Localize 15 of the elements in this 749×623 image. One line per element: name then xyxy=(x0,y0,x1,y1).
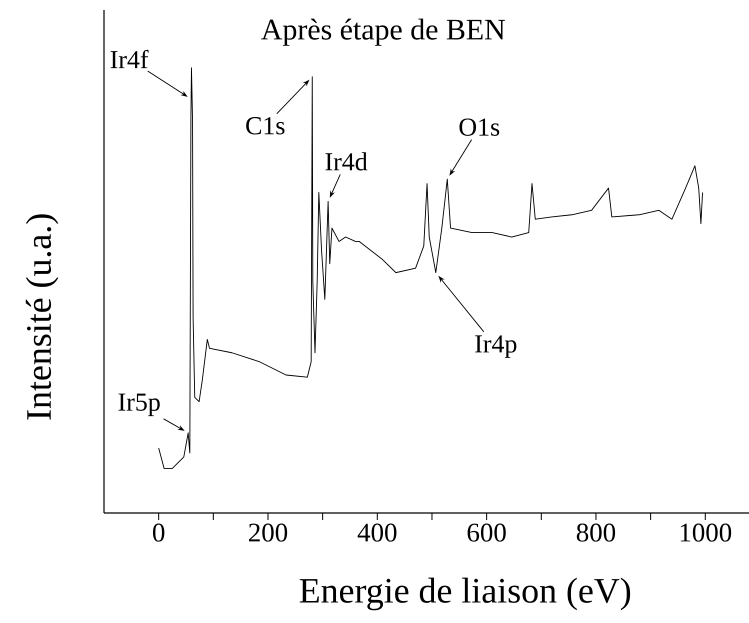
annotation: Ir4d xyxy=(325,152,368,171)
annotation: O1s xyxy=(459,118,500,136)
annotation: Ir5p xyxy=(118,394,160,416)
x-tick-label: 0 xyxy=(152,524,164,542)
x-tick-label: 600 xyxy=(468,524,506,542)
x-tick-label: 1000 xyxy=(680,524,732,542)
x-tick-label: 200 xyxy=(249,524,288,542)
annotation: C1s xyxy=(246,117,284,134)
chart-title: Après étape de BEN xyxy=(261,18,506,46)
x-tick-label: 400 xyxy=(358,524,396,542)
y-axis-title: Intensité (u.a.) xyxy=(26,214,58,420)
x-axis-title: Energie de liaison (eV) xyxy=(300,578,630,610)
annotation: Ir4p xyxy=(475,335,516,358)
annotation: Ir4f xyxy=(110,50,149,68)
x-tick-label: 800 xyxy=(576,524,616,542)
